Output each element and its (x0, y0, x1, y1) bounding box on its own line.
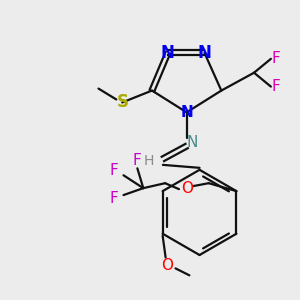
Text: N: N (161, 44, 175, 62)
Text: N: N (198, 44, 212, 62)
Text: F: F (109, 190, 118, 206)
Text: F: F (272, 51, 280, 66)
Text: O: O (181, 181, 193, 196)
Text: N: N (180, 105, 193, 120)
Text: F: F (272, 79, 280, 94)
Text: F: F (133, 153, 142, 168)
Text: N: N (187, 135, 198, 150)
Text: S: S (116, 93, 128, 111)
Text: F: F (109, 163, 118, 178)
Text: H: H (144, 154, 154, 168)
Text: O: O (162, 258, 174, 273)
